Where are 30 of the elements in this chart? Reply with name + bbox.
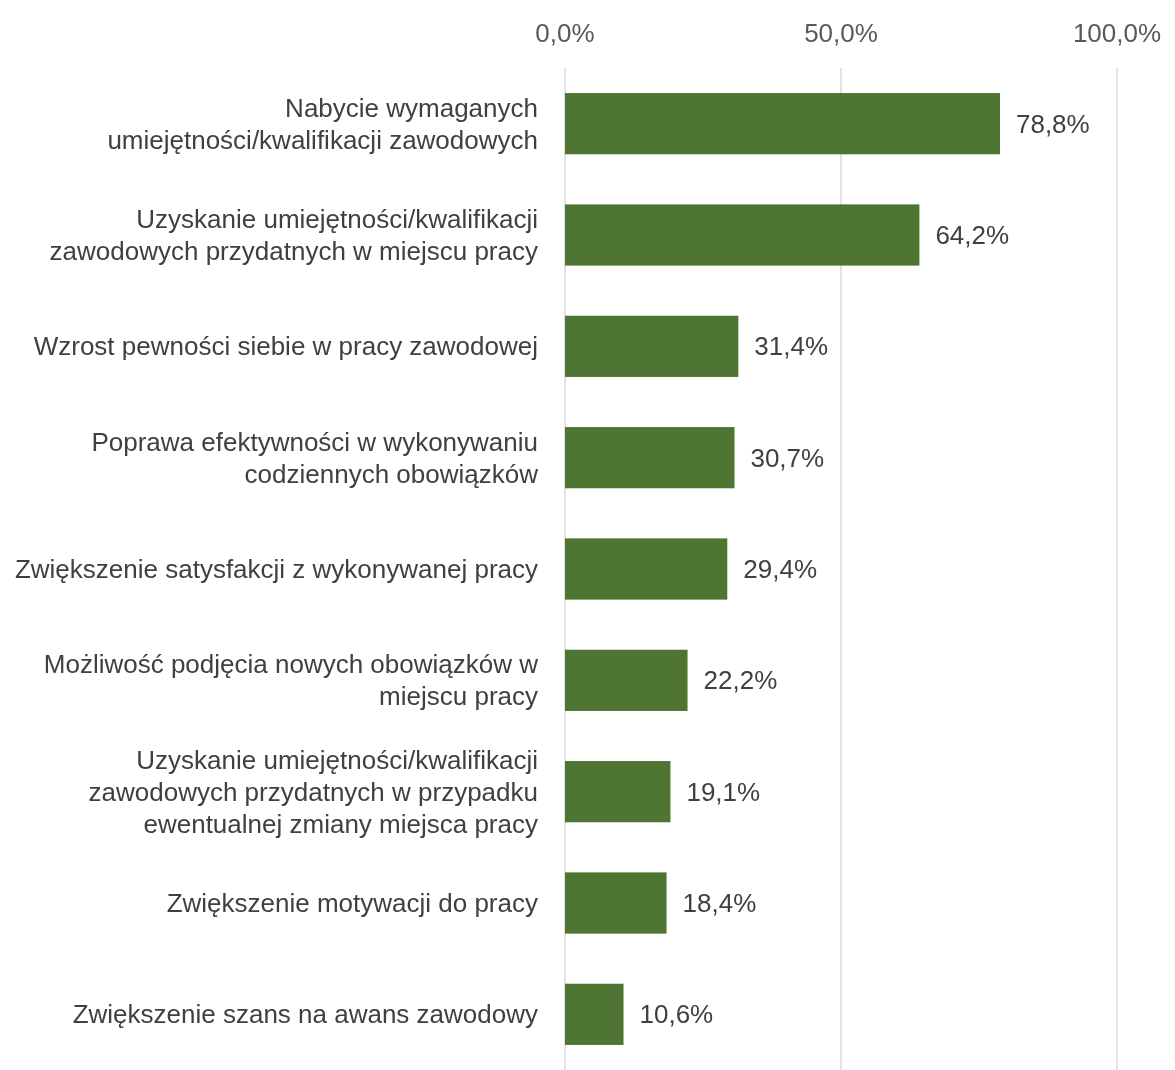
data-label: 19,1% <box>686 776 761 807</box>
data-label: 10,6% <box>639 999 714 1030</box>
y-tick-label: Nabycie wymaganych umiejętności/kwalifikacji zawodowych <box>107 92 538 155</box>
y-tick-label: Uzyskanie umiejętności/kwalifikacji zawodowych przydatnych w przypadku ewentualnej zmiany miejsca pracy <box>88 744 538 839</box>
y-tick-label: Uzyskanie umiejętności/kwalifikacji zawodowych przydatnych w miejscu pracy <box>49 204 538 266</box>
y-tick-label: Poprawa efektywności w wykonywaniu codziennych obowiązków <box>91 426 539 489</box>
x-tick-label: 100,0% <box>1072 18 1162 48</box>
bar <box>565 649 688 711</box>
bar <box>565 427 735 489</box>
x-tick-label: 0,0% <box>535 18 595 48</box>
data-label: 29,4% <box>743 554 818 584</box>
y-tick-label: Zwiększenie motywacji do pracy <box>166 888 538 918</box>
data-label: 64,2% <box>935 220 1010 250</box>
bar <box>565 204 920 266</box>
bar <box>565 315 739 377</box>
y-tick-label: Zwiększenie szans na awans zawodowy <box>72 999 538 1030</box>
bar <box>565 761 671 823</box>
data-label: 31,4% <box>754 331 829 362</box>
bar <box>565 538 728 600</box>
y-tick-label: Wzrost pewności siebie w pracy zawodowej <box>33 331 538 362</box>
x-tick-label: 50,0% <box>804 18 878 48</box>
bar <box>565 872 667 934</box>
data-label: 78,8% <box>1015 108 1090 139</box>
bar <box>565 93 1000 155</box>
y-tick-label: Zwiększenie satysfakcji z wykonywanej pracy <box>14 554 538 584</box>
data-label: 18,4% <box>682 888 757 918</box>
y-tick-label: Możliwość podjęcia nowych obowiązków w miejscu pracy <box>43 649 539 712</box>
data-label: 30,7% <box>750 442 825 473</box>
data-label: 22,2% <box>703 665 778 696</box>
bar <box>565 983 624 1045</box>
